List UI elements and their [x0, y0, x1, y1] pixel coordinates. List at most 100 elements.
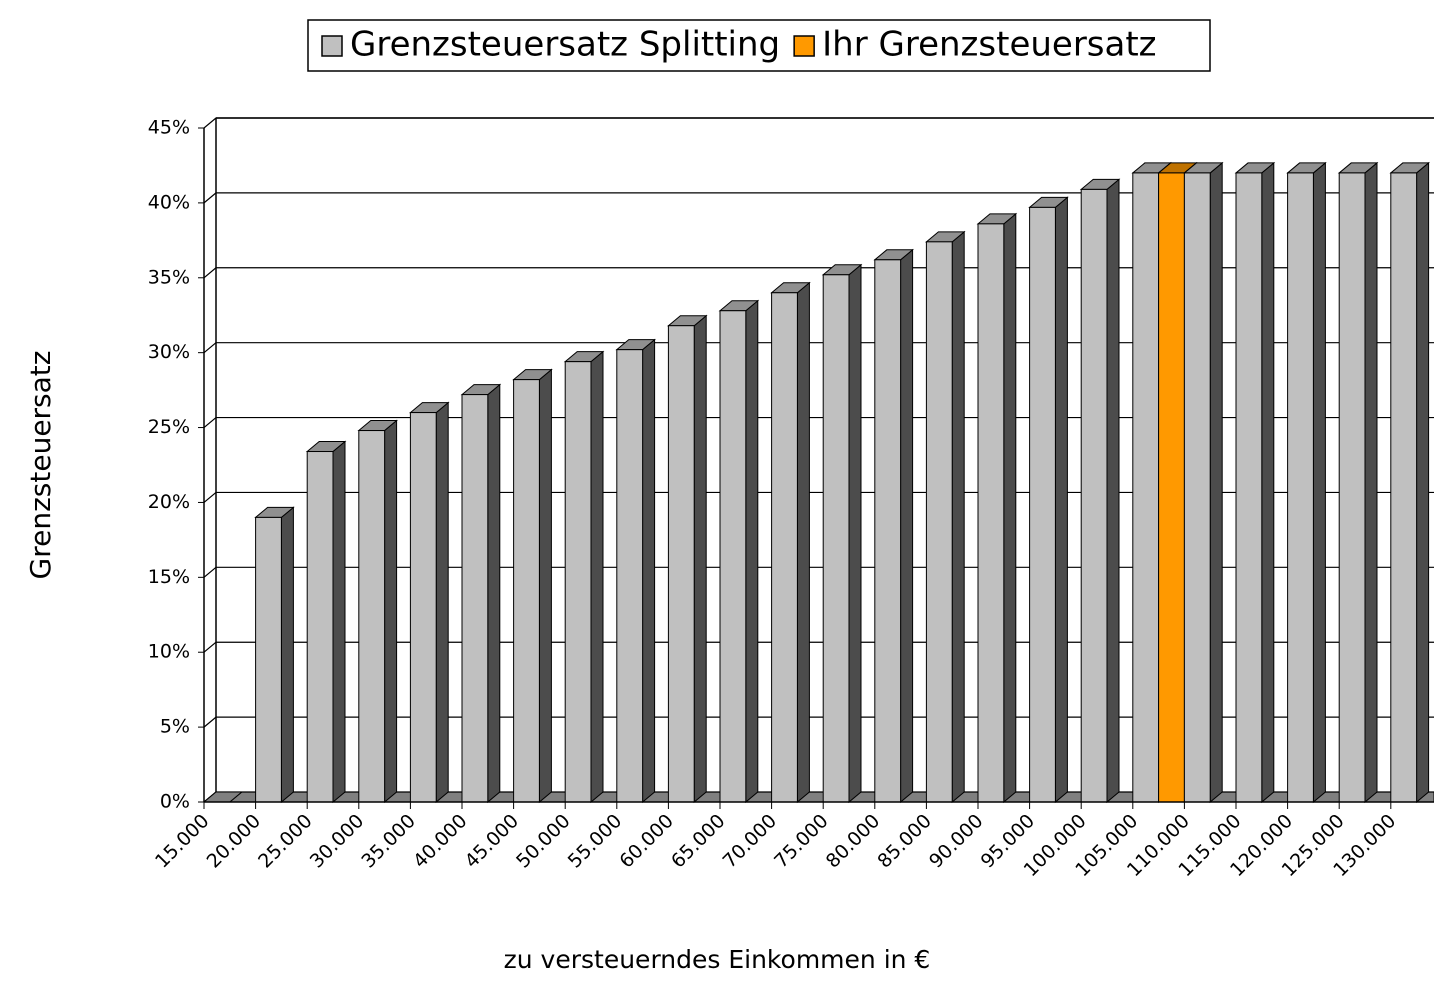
- grid-line: [203, 566, 1434, 578]
- x-tick-label: 65.000: [667, 810, 730, 873]
- bar-side: [1106, 178, 1120, 804]
- bar-3d: [1079, 178, 1121, 804]
- bar: [1080, 188, 1108, 803]
- x-tick-label: 85.000: [873, 810, 936, 873]
- bar-side: [900, 248, 914, 804]
- bar: [409, 412, 437, 803]
- bar-3d: [925, 230, 966, 804]
- bar: [1338, 172, 1366, 803]
- bar-side: [1054, 196, 1068, 804]
- x-tick-label: 15.000: [151, 810, 214, 873]
- bar-3d: [667, 314, 708, 804]
- bar: [1235, 172, 1263, 803]
- bar-3d: [1234, 161, 1276, 804]
- bar-side: [590, 350, 604, 804]
- bar-side: [1416, 161, 1430, 804]
- x-tick-label: 60.000: [615, 810, 678, 873]
- bar-3d: [563, 350, 605, 804]
- x-tick-label: 75.000: [770, 810, 833, 873]
- grid-line: [203, 416, 1434, 429]
- bar: [719, 310, 747, 803]
- x-tick-label: 35.000: [357, 810, 420, 873]
- grid-line: [203, 342, 1434, 354]
- bar: [306, 451, 334, 803]
- bar-3d: [873, 248, 914, 804]
- x-tick-label: 70.000: [719, 810, 782, 873]
- legend-box: [307, 19, 1211, 72]
- bar-3d: [1337, 161, 1379, 804]
- bar: [358, 430, 386, 803]
- grid-line: [203, 716, 1434, 728]
- x-tick-label: 80.000: [822, 810, 885, 873]
- y-tick-label: 10%: [148, 641, 190, 663]
- bar: [1390, 172, 1418, 803]
- bar-3d: [770, 281, 811, 804]
- bar: [1029, 206, 1056, 803]
- y-tick-label: 25%: [148, 416, 190, 438]
- bar: [513, 379, 540, 803]
- bar-3d: [1286, 161, 1327, 804]
- bar-side: [487, 383, 501, 804]
- bar: [1158, 172, 1185, 803]
- bar: [1183, 172, 1211, 803]
- x-tick-label: 90.000: [925, 810, 988, 873]
- bar-3d: [1028, 196, 1069, 804]
- bar: [616, 349, 644, 803]
- x-tick-label: 30.000: [306, 810, 369, 873]
- bar-3d: [1183, 161, 1224, 804]
- bar-side: [1003, 212, 1017, 804]
- bar-3d: [718, 299, 760, 804]
- bar: [564, 361, 592, 803]
- y-tick-label: 35%: [148, 266, 190, 288]
- legend-label: Ihr Grenzsteuersatz: [822, 25, 1156, 65]
- bar-side: [332, 440, 346, 804]
- y-tick-label: 30%: [148, 341, 190, 363]
- y-tick-label: 0%: [160, 791, 190, 813]
- bar-side: [642, 338, 656, 804]
- legend-label: Grenzsteuersatz Splitting: [350, 25, 780, 65]
- bar-side: [848, 263, 862, 804]
- bar: [771, 292, 798, 803]
- x-tick-label: 40.000: [409, 810, 472, 873]
- x-tick-label: 25.000: [254, 810, 317, 873]
- bar: [874, 259, 902, 803]
- bar: [255, 516, 282, 803]
- bar-side: [1209, 161, 1223, 804]
- grid-line: [203, 491, 1434, 503]
- bar-side: [538, 368, 552, 804]
- x-axis-title: zu versteuerndes Einkommen in €: [504, 945, 931, 974]
- bar-side: [745, 299, 759, 804]
- grid-line: [203, 641, 1434, 653]
- legend-swatch: [321, 35, 343, 57]
- bar-3d: [254, 506, 295, 804]
- legend-swatch: [793, 35, 815, 57]
- y-axis-title: Grenzsteuersatz: [24, 351, 57, 580]
- bar-3d: [1389, 161, 1430, 804]
- y-tick-label: 45%: [148, 117, 190, 139]
- x-tick-label: 20.000: [203, 810, 266, 873]
- bar-side: [1312, 161, 1326, 804]
- bar: [667, 325, 695, 803]
- bar: [977, 223, 1005, 803]
- bar-side: [280, 506, 294, 804]
- bar-3d: [821, 263, 863, 804]
- bar: [1132, 172, 1160, 803]
- bar-3d: [409, 401, 450, 804]
- bar: [1287, 172, 1314, 803]
- bar-side: [1364, 161, 1378, 804]
- bar-side: [1261, 161, 1275, 804]
- y-tick-label: 15%: [148, 566, 190, 588]
- y-tick-label: 40%: [148, 191, 190, 213]
- bar-side: [951, 230, 965, 804]
- bar-3d: [512, 368, 553, 804]
- bar-side: [796, 281, 810, 804]
- bar-3d: [460, 383, 502, 804]
- x-tick-label: 50.000: [512, 810, 575, 873]
- bar-3d: [976, 212, 1018, 804]
- y-tick-label: 5%: [160, 716, 190, 738]
- grid-line: [203, 117, 1434, 129]
- bar-side: [384, 419, 398, 804]
- grid-line: [203, 192, 1434, 204]
- x-tick-label: 55.000: [564, 810, 627, 873]
- bar-side: [435, 401, 449, 804]
